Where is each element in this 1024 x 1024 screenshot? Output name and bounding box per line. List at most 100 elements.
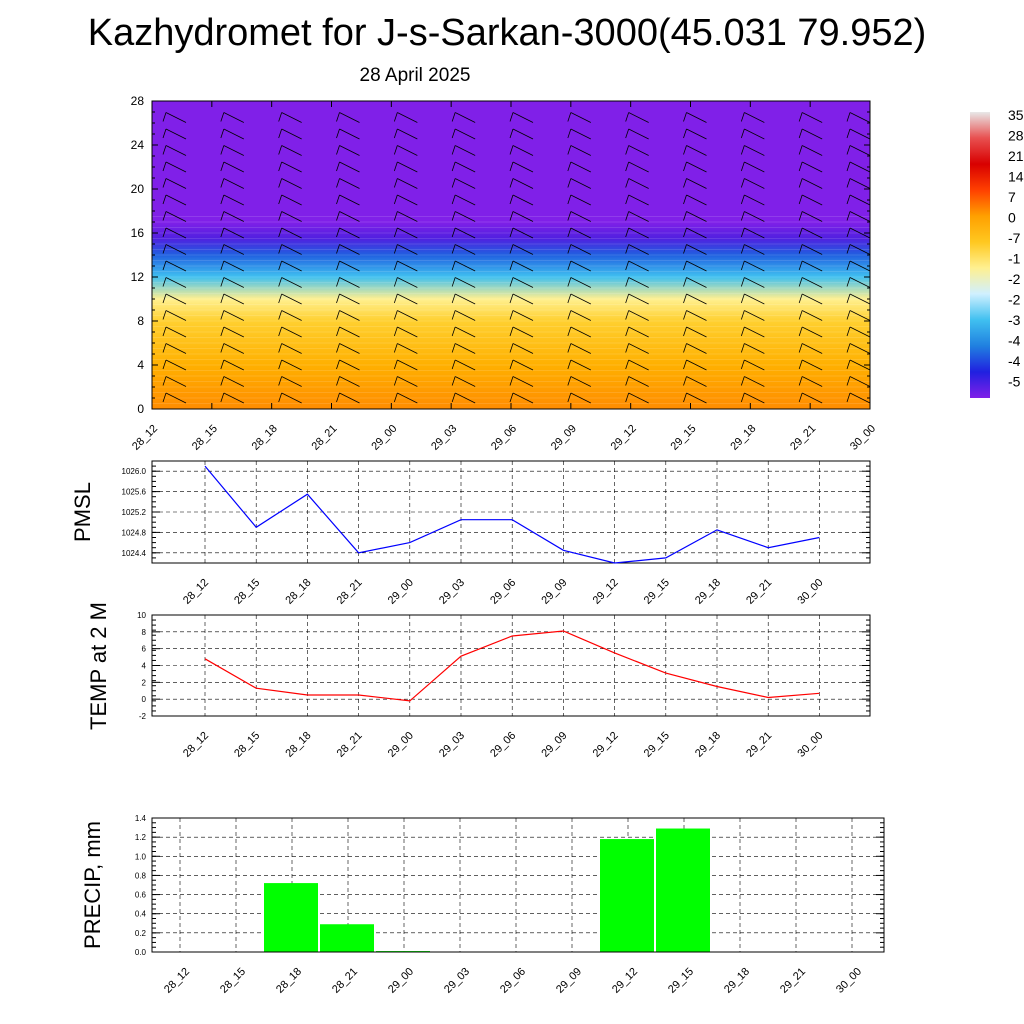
wind-barb	[801, 227, 823, 239]
wind-barb-flag	[220, 293, 225, 304]
wind-barb	[570, 277, 592, 288]
wind-barb-flag	[846, 392, 851, 403]
wind-barb-flag	[451, 343, 456, 353]
wind-barb	[686, 244, 707, 255]
wind-barb	[223, 244, 245, 255]
wind-barb	[849, 128, 871, 140]
wind-barb	[397, 161, 418, 173]
x-tick-label: 29_03	[437, 577, 467, 607]
x-tick-label: 29_06	[488, 577, 518, 607]
wind-barb-flag	[509, 376, 514, 386]
colorbar-label: -7	[1008, 230, 1021, 246]
colorbar-label: 21	[1008, 148, 1024, 164]
wind-barb-flag	[509, 145, 514, 155]
wind-barb-flag	[846, 244, 851, 254]
wind-barb	[165, 326, 187, 338]
x-tick-label: 28_21	[335, 730, 365, 760]
x-tick-label: 30_00	[795, 730, 825, 760]
wind-barb-flag	[846, 211, 851, 221]
wind-barb-flag	[336, 112, 340, 122]
wind-barb-flag	[162, 277, 167, 287]
wind-barb	[454, 359, 476, 371]
wind-barb-flag	[567, 293, 572, 304]
wind-barb	[281, 161, 302, 173]
wind-barb	[570, 211, 592, 222]
wind-barb-flag	[625, 161, 630, 172]
wind-barb-flag	[336, 161, 340, 172]
wind-barb-flag	[509, 392, 514, 403]
wind-barb	[570, 194, 592, 206]
wind-barb-flag	[625, 392, 630, 403]
wind-barb-flag	[509, 211, 514, 221]
wind-barb	[628, 376, 649, 387]
wind-barb	[628, 293, 649, 305]
x-tick-label: 28_18	[274, 966, 304, 996]
wind-barb-flag	[278, 161, 283, 172]
colorbar-label: -2	[1008, 271, 1021, 287]
wind-barb-flag	[162, 145, 167, 155]
x-tick-label: 28_21	[330, 966, 360, 996]
wind-barb-flag	[509, 293, 514, 304]
wind-barb-flag	[162, 376, 167, 386]
wind-barb	[512, 244, 534, 255]
wind-barb-flag	[278, 112, 283, 122]
wind-barb	[686, 194, 707, 206]
wind-barb	[512, 376, 534, 387]
wind-barb-flag	[162, 211, 167, 221]
wind-barb-flag	[336, 277, 340, 287]
wind-barb	[339, 310, 360, 321]
wind-barb	[570, 392, 592, 404]
wind-barb	[397, 178, 418, 189]
wind-barb	[281, 293, 302, 305]
x-tick-label: 29_21	[788, 423, 818, 453]
wind-barb-flag	[220, 112, 225, 122]
wind-barb-flag	[846, 359, 851, 370]
wind-barb	[686, 112, 707, 123]
wind-barb	[165, 359, 187, 371]
wind-barb-flag	[798, 244, 803, 254]
wind-barb	[165, 343, 187, 354]
wind-barb-flag	[393, 392, 398, 403]
wind-barb-flag	[798, 194, 803, 205]
wind-barb	[454, 277, 476, 288]
wind-barb-flag	[278, 128, 283, 139]
wind-barb-flag	[451, 161, 456, 172]
wind-barb-flag	[451, 227, 456, 238]
x-tick-label: 29_15	[642, 577, 672, 607]
wind-barb-flag	[162, 178, 167, 188]
wind-barb-flag	[798, 343, 803, 353]
wind-barb	[849, 260, 871, 272]
wind-barb-flag	[220, 310, 225, 320]
wind-barb	[281, 260, 302, 272]
wind-barb-flag	[798, 310, 803, 320]
wind-barb-flag	[393, 145, 398, 155]
wind-barb-flag	[220, 392, 225, 403]
wind-barb	[628, 178, 649, 189]
pmsl-series-line	[204, 465, 820, 564]
y-tick-label: 10	[137, 611, 146, 620]
wind-barb	[281, 178, 302, 189]
wind-barb	[801, 260, 823, 272]
wind-barb-flag	[740, 178, 745, 188]
x-tick-label: 28_15	[232, 577, 262, 607]
colorbar-label: 14	[1008, 169, 1024, 185]
wind-barb-flag	[798, 326, 803, 337]
wind-barb-flag	[336, 128, 340, 139]
x-tick-label: 28_18	[283, 577, 313, 607]
wind-barb	[849, 194, 871, 206]
y-tick-label: 1.4	[135, 814, 147, 823]
wind-barb-flag	[509, 112, 514, 122]
wind-barb	[339, 194, 360, 206]
wind-barb	[849, 211, 871, 222]
wind-barb-flag	[336, 343, 340, 353]
wind-barb	[397, 277, 418, 288]
wind-barb-flag	[278, 260, 283, 271]
wind-barb	[339, 227, 360, 239]
x-tick-label: 29_03	[442, 966, 472, 996]
wind-barb	[223, 359, 245, 371]
wind-barb-flag	[625, 310, 630, 320]
wind-barb-flag	[451, 392, 456, 403]
colorbar-label: 35	[1008, 107, 1024, 123]
x-tick-label: 29_00	[386, 577, 416, 607]
wind-barb	[512, 326, 534, 338]
